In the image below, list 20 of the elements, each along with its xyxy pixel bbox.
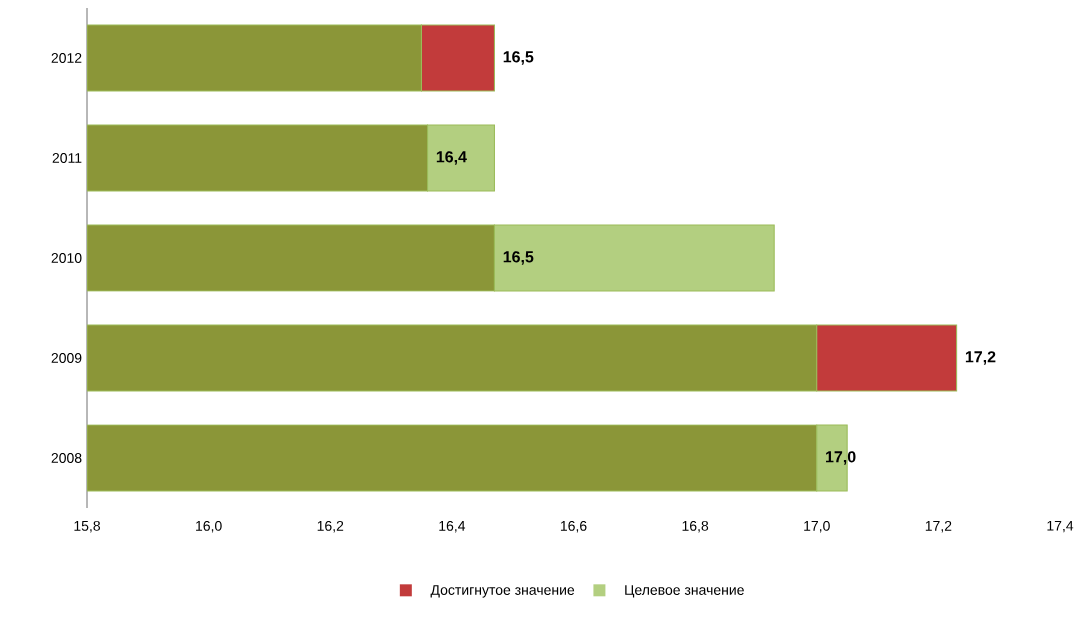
- x-tick-label: 17,2: [925, 520, 952, 533]
- x-tick-label: 16,4: [439, 520, 466, 533]
- annotation: 17,2: [965, 351, 996, 365]
- y-tick-label: 2009: [51, 353, 82, 363]
- y-tick-label: 2008: [51, 453, 82, 463]
- annotation: 16,5: [503, 51, 534, 65]
- y-tick-label: 2011: [52, 153, 82, 163]
- legend-label: Целевое значение: [625, 585, 744, 598]
- x-tick-label: 17,4: [1047, 520, 1074, 533]
- x-tick-label: 16,2: [317, 520, 344, 533]
- x-tick-label: 16,0: [196, 520, 222, 533]
- y-tick-label: 2010: [51, 253, 82, 263]
- y-tick-label: 2012: [51, 53, 82, 63]
- x-tick-label: 17,0: [804, 520, 830, 533]
- x-tick-label: 15,8: [74, 520, 101, 533]
- x-tick-label: 16,8: [682, 520, 709, 533]
- annotation: 16,4: [436, 151, 467, 165]
- annotation: 16,5: [503, 251, 534, 265]
- legend-label: Достигнутое значение: [430, 585, 575, 598]
- x-tick-label: 16,6: [560, 520, 587, 533]
